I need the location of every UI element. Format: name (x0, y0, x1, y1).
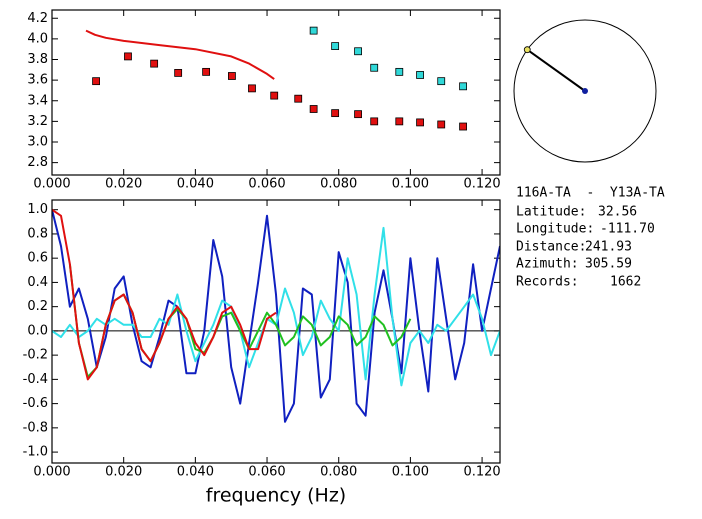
point (124, 52, 132, 61)
info-value: 241.93 (585, 240, 632, 255)
y-tick-label: -0.6 (23, 396, 48, 411)
point (331, 109, 340, 118)
y-tick-label: 1.0 (27, 202, 48, 217)
info-label: Longitude: (516, 222, 594, 237)
point (370, 117, 379, 126)
info-panel: 116A-TA - Y13A-TA Latitude: 32.56 Longitud… (516, 186, 665, 290)
y-tick-label: 0.4 (27, 275, 48, 290)
x-tick-label: 0.100 (392, 177, 429, 192)
y-tick-label: 3.2 (27, 114, 48, 129)
info-value: 1662 (610, 275, 641, 290)
x-tick-label: 0.060 (248, 465, 285, 480)
point (92, 77, 100, 86)
y-tick-label: 2.8 (27, 155, 48, 170)
info-value: -111.70 (600, 222, 655, 237)
x-tick-label: 0.120 (463, 177, 500, 192)
point (437, 120, 446, 129)
station-dot (523, 46, 531, 54)
x-tick-label: 0.120 (463, 465, 500, 480)
x-tick-label: 0.080 (320, 177, 357, 192)
compass-circle (513, 19, 657, 163)
y-tick-label: -0.4 (23, 372, 48, 387)
y-tick-label: -1.0 (23, 445, 48, 460)
info-label: Distance: (516, 240, 586, 255)
plot: -1.0 -0.8 -0.6 -0.4 -0.2 0.0 0.2 0.4 0.6 0.8 1.0 0.… (23, 199, 501, 507)
plot-frame (51, 9, 501, 176)
point (331, 42, 340, 50)
point (248, 84, 256, 93)
x-tick-label: 0.040 (177, 465, 214, 480)
plot: 2.8 3.0 3.2 3.4 3.6 3.8 4.0 4.2 0.000 0.020 0.040 0… (27, 9, 501, 192)
point (228, 72, 236, 80)
point (174, 69, 183, 77)
compass (513, 19, 657, 163)
info-value: 305.59 (585, 257, 632, 272)
info-label: Azimuth: (516, 257, 579, 272)
y-tick-label: 0.6 (27, 251, 48, 266)
azimuth-needle (526, 48, 586, 92)
point (370, 63, 379, 72)
y-tick-label: 3.8 (27, 52, 48, 67)
series-line (52, 208, 277, 381)
plot-frame (51, 199, 501, 464)
point (459, 122, 467, 131)
y-tick-label: -0.8 (23, 420, 48, 435)
point (270, 91, 279, 100)
x-tick-label: 0.100 (392, 465, 429, 480)
x-tick-label: 0.000 (33, 177, 70, 192)
point (309, 105, 318, 113)
x-tick-label: 0.080 (320, 465, 357, 480)
info-label: Records: (516, 275, 579, 290)
y-tick-label: 0.2 (27, 299, 48, 314)
info-label: Latitude: (516, 205, 586, 220)
point (354, 47, 362, 56)
y-tick-label: 3.0 (27, 135, 48, 150)
point (202, 67, 211, 76)
y-tick-label: 4.2 (27, 11, 48, 26)
x-tick-label: 0.020 (105, 177, 142, 192)
point (395, 67, 404, 76)
y-tick-label: 3.4 (27, 93, 48, 108)
info-value: 32.56 (598, 205, 637, 220)
y-tick-label: 3.6 (27, 73, 48, 88)
point (459, 82, 467, 91)
y-tick-label: 0.0 (27, 323, 48, 338)
x-tick-label: 0.000 (33, 465, 70, 480)
point (354, 110, 362, 119)
point (437, 77, 446, 86)
x-tick-label: 0.020 (105, 465, 142, 480)
x-tick-label: 0.040 (177, 177, 214, 192)
point (416, 118, 424, 127)
center-dot (582, 88, 588, 94)
point (294, 94, 303, 103)
x-axis-label: frequency (Hz) (206, 485, 346, 507)
series-line (52, 209, 500, 423)
point (416, 71, 424, 79)
y-tick-label: 0.8 (27, 226, 48, 241)
point (309, 26, 318, 35)
series-line (85, 29, 275, 80)
x-tick-label: 0.060 (248, 177, 285, 192)
y-tick-label: 4.0 (27, 31, 48, 46)
point (150, 59, 159, 68)
info-title: 116A-TA - Y13A-TA (516, 186, 665, 201)
point (395, 117, 404, 126)
y-tick-label: -0.2 (23, 348, 48, 363)
